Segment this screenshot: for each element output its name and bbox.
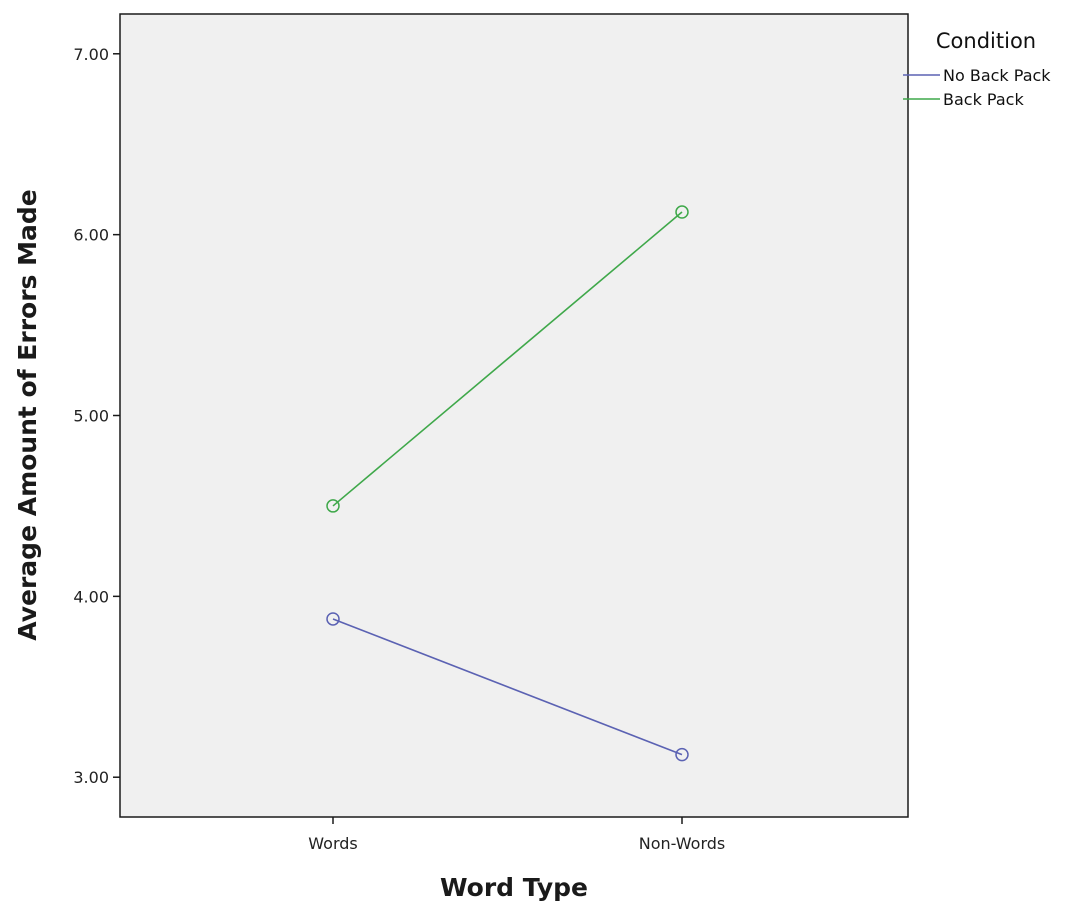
legend-title: Condition	[936, 29, 1036, 53]
data-point-marker	[675, 747, 689, 762]
y-tick-label: 6.00	[73, 226, 109, 245]
series-line	[332, 211, 683, 507]
data-point-marker	[675, 205, 689, 219]
y-tick-label: 7.00	[73, 45, 109, 64]
y-tick-label: 5.00	[73, 407, 109, 426]
x-tick-label: Non-Words	[639, 834, 725, 853]
y-tick-label: 4.00	[73, 587, 109, 606]
x-axis-title: Word Type	[440, 873, 588, 901]
y-tick-label: 3.00	[73, 768, 109, 787]
legend: Condition No Back Pack Back Pack	[903, 29, 1051, 109]
plot-area	[119, 13, 909, 818]
data-point-marker	[326, 612, 340, 626]
y-axis-title: Average Amount of Errors Made	[13, 189, 42, 640]
legend-label-back-pack: Back Pack	[943, 90, 1024, 109]
series-line	[332, 618, 683, 756]
legend-label-no-back-pack: No Back Pack	[943, 66, 1051, 85]
x-tick-label: Words	[308, 834, 357, 853]
x-axis: Words Non-Words	[308, 817, 725, 853]
series-layer	[326, 205, 689, 762]
data-point-marker	[326, 499, 340, 513]
y-axis: 3.00 4.00 5.00 6.00 7.00	[73, 45, 120, 787]
